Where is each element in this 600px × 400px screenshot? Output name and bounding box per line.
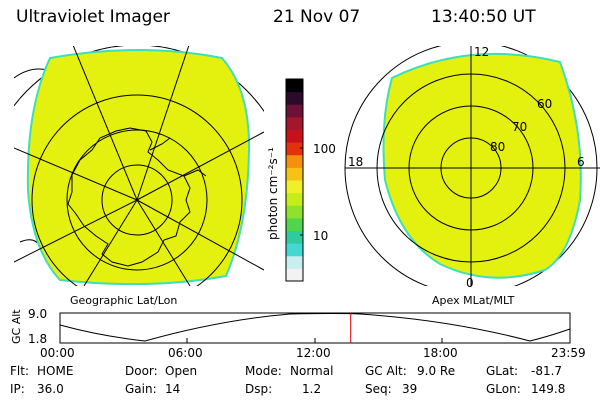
glat-value: -81.7 [531,364,563,378]
observation-time: 13:40:50 UT [431,7,536,27]
gcalt-value: 9.0 Re [417,364,456,378]
altitude-tick-low: 1.8 [28,332,48,346]
ip-label: IP: [10,382,25,396]
colorbar-cell [286,167,303,181]
instrument-title: Ultraviolet Imager [16,7,170,27]
time-tick-0000: 00:00 [40,346,75,360]
flt-value: HOME [37,364,74,378]
gain-value: 14 [165,382,181,396]
time-tick-0600: 06:00 [168,346,203,360]
colorbar-frame [285,78,304,282]
door-label: Door: [125,364,158,378]
colorbar-unit-label: photon cm⁻²s⁻¹ [266,147,280,240]
time-tick-1200: 12:00 [296,346,331,360]
time-tick-1800: 18:00 [423,346,458,360]
dsp-value: 1.2 [302,382,322,396]
seq-value: 39 [402,382,418,396]
colorbar [286,79,303,282]
left-map-caption: Geographic Lat/Lon [70,294,178,307]
colorbar-cell [286,91,303,105]
glon-value: 149.8 [531,382,566,396]
colorbar-cell [286,217,303,232]
colorbar-cell [286,79,303,93]
mlat-label-80: 80 [490,140,506,154]
gain-label: Gain: [125,382,157,396]
colorbar-cell [286,104,303,118]
time-tick-2359: 23:59 [551,346,586,360]
mlt-label-12: 12 [474,45,490,59]
colorbar-cell [286,142,303,156]
colorbar-tick-10: 10 [313,229,329,243]
coastline [67,127,191,267]
colorbar-cell [286,205,303,219]
door-value: Open [165,364,198,378]
colorbar-cell [286,129,303,143]
colorbar-cell [286,243,303,257]
mlat-label-70: 70 [512,120,528,134]
altitude-curve [59,313,571,342]
gcalt-label: GC Alt: [365,364,407,378]
magnetic-map [344,46,600,286]
seq-label: Seq: [365,382,392,396]
auroral-image-right [382,52,582,279]
mlt-label-18: 18 [348,155,364,169]
colorbar-cell [286,268,303,282]
colorbar-cell [286,192,303,206]
mode-value: Normal [290,364,334,378]
auroral-image-left [26,49,251,286]
mlt-label-0: 0 [466,276,474,290]
altitude-tick-high: 9.0 [28,307,48,321]
glat-label: GLat: [486,364,519,378]
observation-date: 21 Nov 07 [273,7,361,27]
mlt-label-6: 6 [577,155,585,169]
colorbar-cell [286,154,303,168]
colorbar-cell [286,116,303,131]
colorbar-cell [286,230,303,244]
colorbar-tick-100: 100 [313,142,336,156]
ip-value: 36.0 [37,382,64,396]
mlat-label-60: 60 [537,97,553,111]
colorbar-cell [286,180,303,194]
altitude-y-label: GC Alt [10,309,23,344]
colorbar-cell [286,255,303,269]
geographic-map [14,46,264,286]
right-map-caption: Apex MLat/MLT [432,294,515,307]
flt-label: Flt: [10,364,29,378]
glon-label: GLon: [486,382,521,396]
mode-label: Mode: [245,364,282,378]
dsp-label: Dsp: [245,382,273,396]
